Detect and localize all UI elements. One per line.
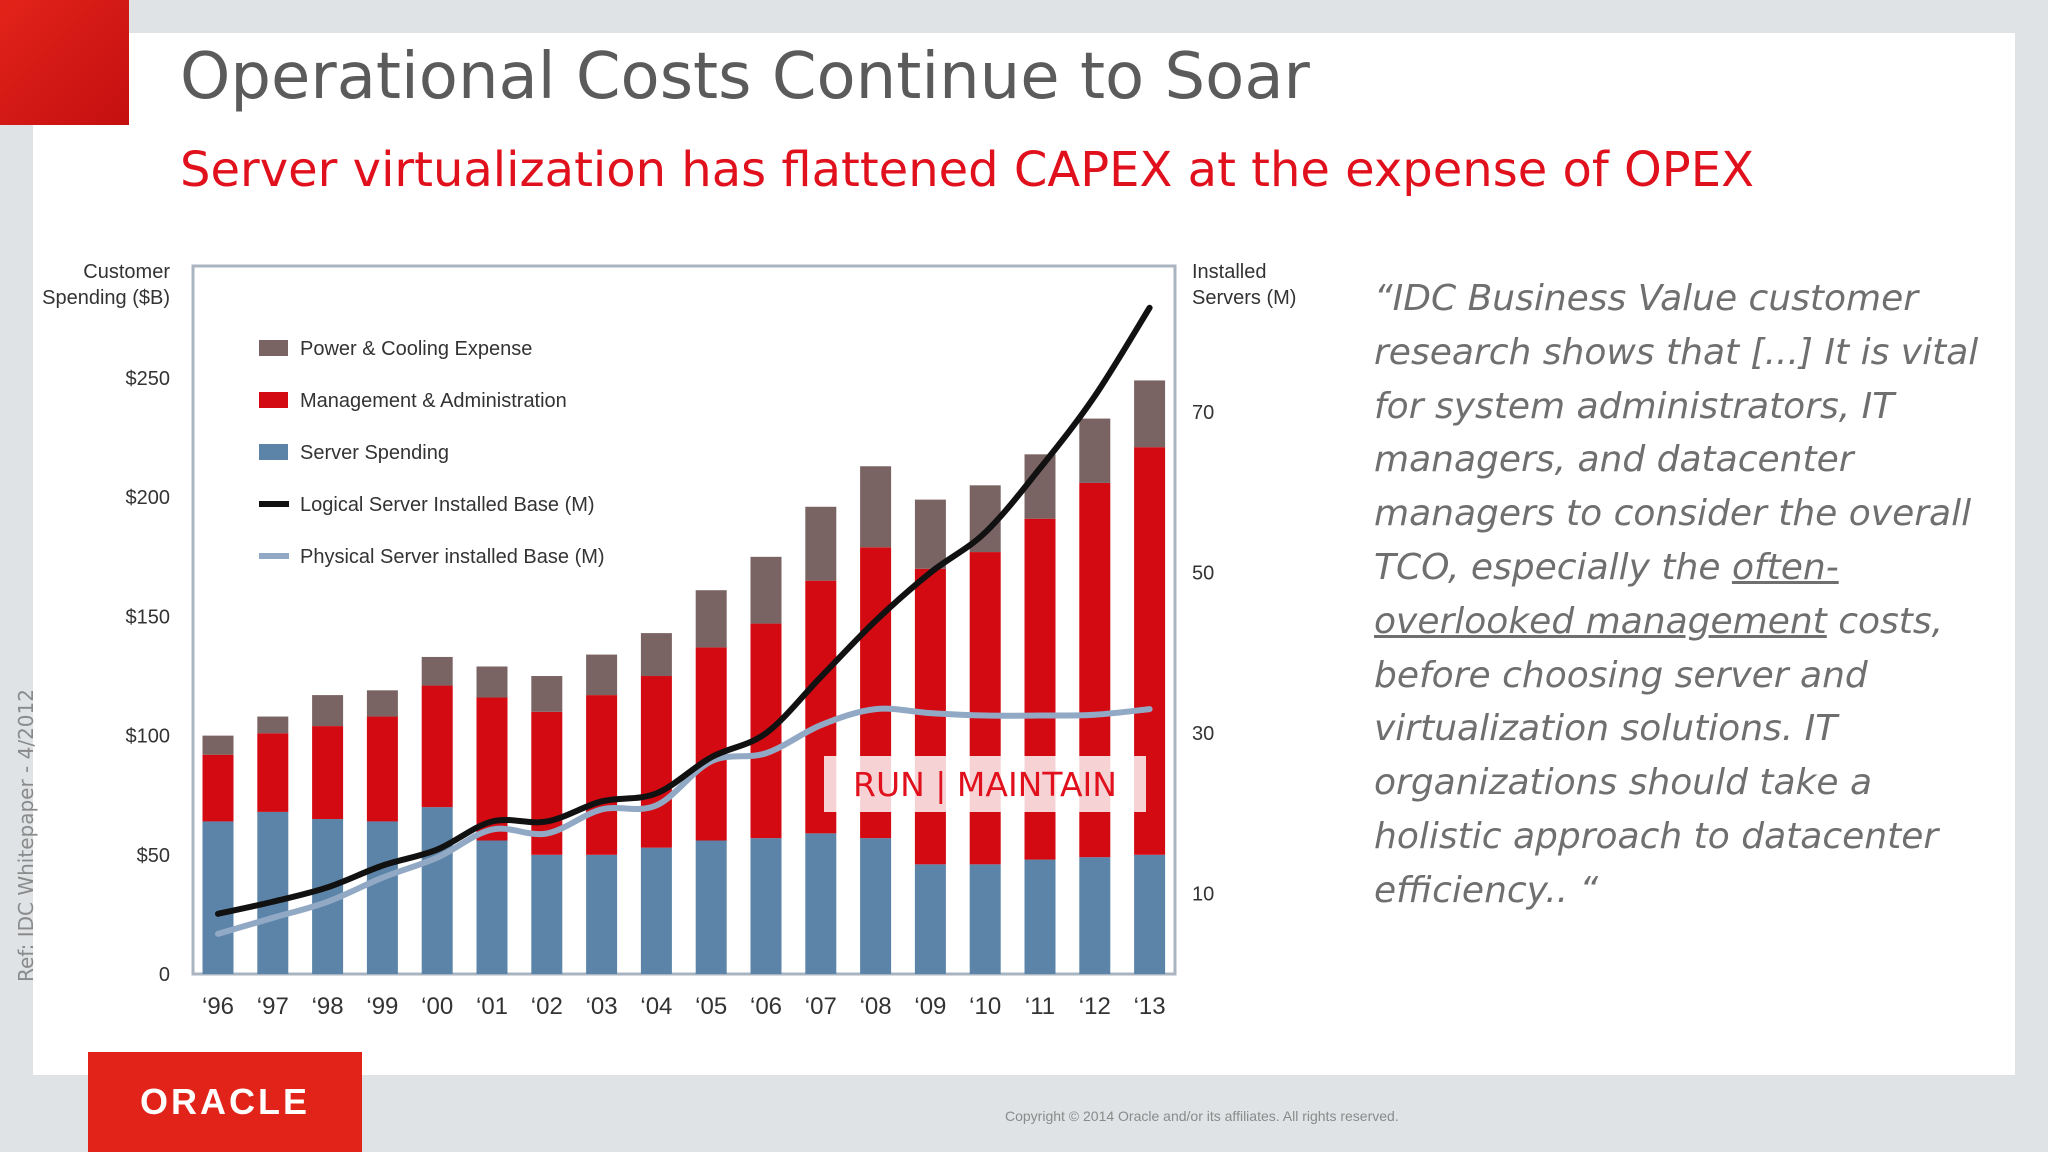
- bar-power-cooling-expense-9: [695, 590, 727, 648]
- x-tick-label-15: ‘11: [1025, 993, 1055, 1020]
- bar-power-cooling-expense-12: [860, 466, 892, 548]
- run-maintain-box: [824, 756, 1146, 812]
- bar-power-cooling-expense-0: [202, 735, 234, 755]
- bar-server-spending-11: [805, 833, 837, 974]
- bar-server-spending-9: [695, 840, 727, 974]
- x-tick-label-11: ‘07: [805, 993, 837, 1020]
- bar-server-spending-14: [969, 864, 1001, 974]
- bar-management-administration-2: [312, 726, 344, 820]
- x-tick-label-6: ‘02: [531, 993, 563, 1020]
- bar-management-administration-3: [366, 716, 398, 822]
- bar-server-spending-3: [366, 821, 398, 974]
- line-logical-server-installed-base: [215, 304, 1153, 917]
- bar-power-cooling-expense-4: [421, 656, 453, 686]
- slide-subtitle: Server virtualization has flattened CAPE…: [180, 142, 1754, 198]
- bar-power-cooling-expense-1: [257, 716, 289, 734]
- bar-power-cooling-expense-5: [476, 666, 508, 698]
- x-tick-label-12: ‘08: [860, 993, 892, 1020]
- x-tick-label-7: ‘03: [586, 993, 618, 1020]
- bar-server-spending-12: [860, 838, 892, 974]
- oracle-logo: ORACLE: [88, 1052, 362, 1152]
- legend-label-2: Server Spending: [300, 442, 449, 464]
- legend-label-3: Logical Server Installed Base (M): [300, 494, 595, 516]
- bar-server-spending-15: [1024, 859, 1056, 974]
- bar-power-cooling-expense-13: [914, 499, 946, 569]
- x-tick-label-10: ‘06: [750, 993, 782, 1020]
- y-left-tick-label-2: $100: [126, 726, 171, 748]
- y-left-tick-label-0: 0: [159, 964, 170, 986]
- x-tick-label-4: ‘00: [421, 993, 453, 1020]
- y-left-tick-label-5: $250: [126, 368, 171, 390]
- bar-server-spending-0: [202, 821, 234, 974]
- bar-management-administration-5: [476, 697, 508, 841]
- bar-power-cooling-expense-7: [586, 654, 618, 696]
- bar-server-spending-10: [750, 838, 782, 974]
- bar-management-administration-1: [257, 733, 289, 812]
- y-right-tick-label-2: 50: [1192, 563, 1214, 585]
- bar-server-spending-17: [1134, 854, 1166, 974]
- bar-power-cooling-expense-3: [366, 690, 398, 717]
- idc-quote: “IDC Business Value customer research sh…: [1374, 272, 1994, 918]
- y-right-tick-label-3: 70: [1192, 402, 1214, 424]
- x-tick-label-5: ‘01: [476, 993, 508, 1020]
- slide: [33, 33, 2015, 1075]
- reference-note: Ref: IDC Whitepaper - 4/2012: [14, 689, 38, 982]
- x-tick-label-9: ‘05: [695, 993, 727, 1020]
- bar-management-administration-8: [640, 676, 672, 848]
- slide-title: Operational Costs Continue to Soar: [180, 40, 1310, 114]
- bar-server-spending-6: [531, 854, 563, 974]
- y-left-tick-label-3: $150: [126, 606, 171, 628]
- legend-swatch-0: [259, 340, 288, 356]
- bar-power-cooling-expense-8: [640, 633, 672, 677]
- bar-server-spending-7: [586, 854, 618, 974]
- bar-server-spending-1: [257, 811, 289, 974]
- legend-label-4: Physical Server installed Base (M): [300, 546, 605, 568]
- bar-power-cooling-expense-17: [1134, 380, 1166, 448]
- brand-corner: [0, 0, 129, 125]
- bar-power-cooling-expense-6: [531, 676, 563, 712]
- y-right-tick-label-1: 30: [1192, 723, 1214, 745]
- bar-power-cooling-expense-11: [805, 506, 837, 581]
- legend-label-1: Management & Administration: [300, 390, 567, 412]
- copyright-notice: Copyright © 2014 Oracle and/or its affil…: [1005, 1108, 1399, 1124]
- x-tick-label-13: ‘09: [914, 993, 946, 1020]
- x-tick-label-16: ‘12: [1079, 993, 1111, 1020]
- bar-management-administration-0: [202, 754, 234, 822]
- legend-swatch-2: [259, 444, 288, 460]
- bar-power-cooling-expense-16: [1079, 418, 1111, 483]
- x-tick-label-0: ‘96: [202, 993, 234, 1020]
- bar-power-cooling-expense-10: [750, 556, 782, 624]
- quote-text-1: “IDC Business Value customer research sh…: [1374, 278, 1979, 588]
- bar-power-cooling-expense-2: [312, 695, 344, 727]
- y-right-tick-label-0: 10: [1192, 884, 1214, 906]
- y-left-tick-label-1: $50: [137, 845, 170, 867]
- y-left-tick-label-4: $200: [126, 487, 171, 509]
- bar-management-administration-7: [586, 695, 618, 855]
- bar-server-spending-13: [914, 864, 946, 974]
- plot-frame: [191, 264, 1177, 976]
- x-tick-label-1: ‘97: [257, 993, 289, 1020]
- x-tick-label-8: ‘04: [640, 993, 672, 1020]
- bar-server-spending-4: [421, 807, 453, 974]
- y-right-axis-title: Installed Servers (M): [1192, 261, 1296, 309]
- bar-server-spending-8: [640, 847, 672, 974]
- bar-management-administration-9: [695, 647, 727, 841]
- run-maintain-label: RUN | MAINTAIN: [853, 765, 1117, 804]
- bar-server-spending-5: [476, 840, 508, 974]
- legend-swatch-1: [259, 392, 288, 408]
- x-tick-label-2: ‘98: [312, 993, 344, 1020]
- x-tick-label-17: ‘13: [1134, 993, 1166, 1020]
- quote-text-2: costs, before choosing server and virtua…: [1374, 600, 1944, 911]
- x-tick-label-3: ‘99: [366, 993, 398, 1020]
- line-physical-server-installed-base: [215, 705, 1153, 937]
- bar-server-spending-16: [1079, 857, 1111, 974]
- bar-management-administration-14: [969, 552, 1001, 865]
- x-tick-label-14: ‘10: [969, 993, 1001, 1020]
- quote-underlined-text: often-overlooked management: [1374, 546, 1839, 642]
- y-left-axis-title: Customer Spending ($B): [42, 261, 170, 309]
- legend-label-0: Power & Cooling Expense: [300, 338, 532, 360]
- bar-management-administration-4: [421, 685, 453, 808]
